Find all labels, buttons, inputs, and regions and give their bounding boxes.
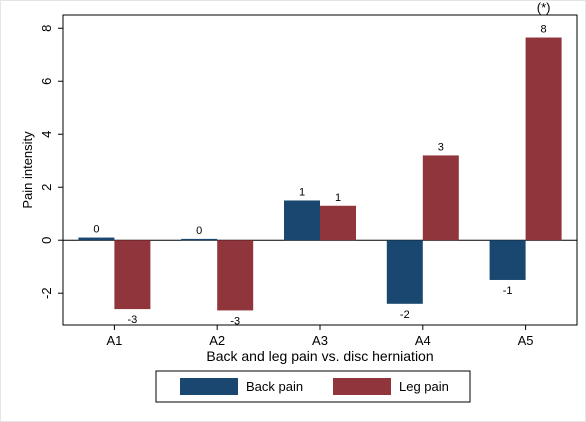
x-tick-label: A2 (209, 333, 225, 348)
bar-back-A4 (386, 240, 423, 304)
bar-value-label: 8 (541, 24, 547, 36)
x-tick-label: A4 (415, 333, 431, 348)
significance-annotation: (*) (537, 0, 551, 15)
y-tick-label: 2 (39, 184, 54, 191)
bar-value-label: 3 (438, 141, 444, 153)
bar-back-A2 (181, 238, 218, 241)
legend-swatch-leg (333, 378, 391, 395)
bar-value-label: -3 (128, 314, 138, 326)
bar-value-label: 0 (196, 225, 202, 237)
bar-value-label: -3 (230, 315, 240, 327)
bar-leg-A5 (525, 37, 562, 241)
bar-back-A3 (284, 200, 320, 241)
x-tick-label: A5 (518, 333, 534, 348)
legend: Back pain Leg pain (155, 370, 471, 403)
y-tick-label: 6 (39, 78, 54, 85)
bar-value-label: 1 (299, 186, 305, 198)
bars (78, 37, 562, 311)
bar-leg-A2 (217, 240, 254, 311)
y-axis-title: Pain intensity (20, 131, 35, 209)
y-tick-label: 8 (39, 25, 54, 32)
bar-leg-A4 (422, 155, 459, 241)
bar-value-labels: 0 0 1 -2 -1 -3 -3 1 3 8 (93, 24, 546, 328)
bar-value-label: 0 (93, 224, 99, 236)
y-tick-label: 4 (39, 131, 54, 138)
legend-label: Leg pain (399, 379, 449, 394)
y-tick-label: -2 (39, 287, 54, 299)
bar-value-label: -2 (400, 309, 410, 321)
legend-label: Back pain (246, 379, 303, 394)
bar-back-A5 (489, 240, 526, 280)
annotations: (*) (537, 0, 551, 15)
x-tick-label: A3 (312, 333, 328, 348)
bar-leg-A1 (114, 240, 151, 310)
bar-value-label: -1 (503, 285, 513, 297)
x-axis-title: Back and leg pain vs. disc herniation (206, 348, 433, 364)
x-axis: A1 A2 A3 A4 A5 (106, 325, 534, 348)
bar-value-label: 1 (335, 192, 341, 204)
bar-leg-A3 (320, 205, 356, 241)
x-tick-label: A1 (106, 333, 122, 348)
bar-back-A1 (78, 237, 115, 241)
y-axis: -2 0 2 4 6 8 (39, 25, 63, 299)
legend-swatch-back (180, 378, 238, 395)
y-tick-label: 0 (39, 237, 54, 244)
